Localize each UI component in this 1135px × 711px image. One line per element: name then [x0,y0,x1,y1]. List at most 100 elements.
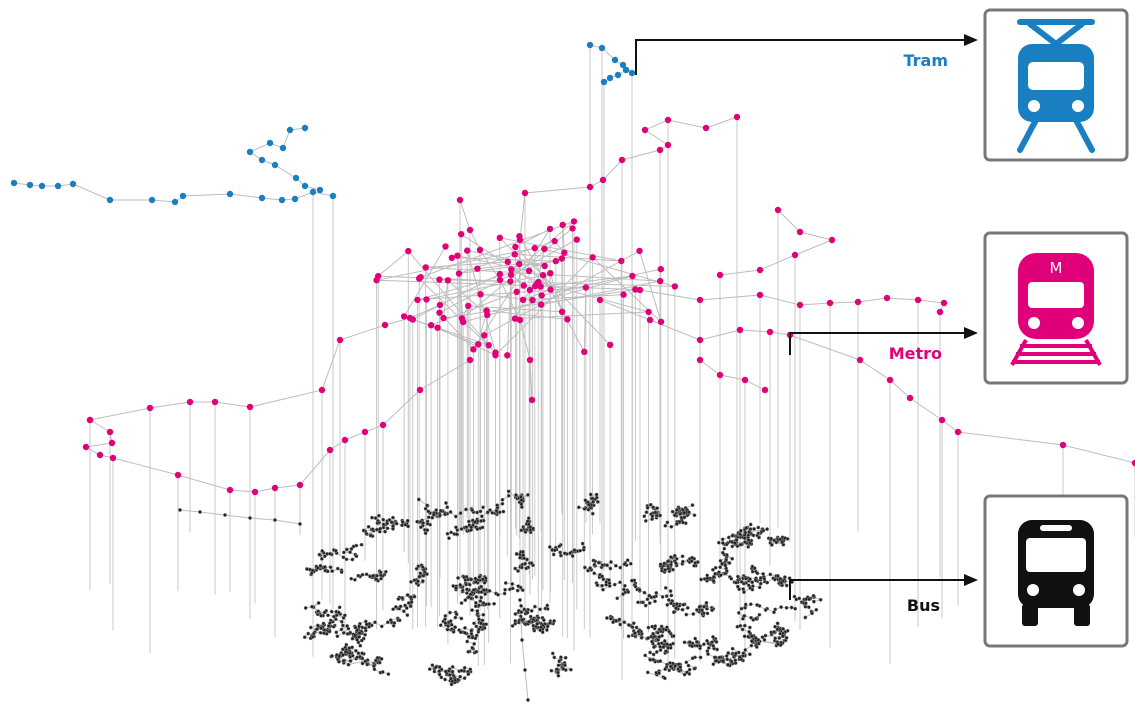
station [481,505,486,510]
station [607,584,612,588]
station [606,74,614,82]
station [335,634,340,639]
station [26,181,34,189]
station [541,618,546,623]
station [674,561,678,566]
station [341,550,346,555]
station [409,579,413,584]
station [487,588,492,593]
station [466,356,474,364]
station [711,578,716,583]
station [516,584,521,589]
station [658,513,663,518]
station [614,619,619,623]
station [490,510,495,515]
station [538,292,545,299]
station [657,671,661,676]
station [516,620,521,625]
station [473,579,478,584]
station [344,557,349,562]
station [479,514,484,519]
station [651,652,656,657]
station [600,583,605,588]
station [644,510,649,515]
station [519,497,524,502]
station [479,519,484,523]
station [404,606,409,611]
station [398,604,403,609]
station [211,398,219,406]
station [547,270,554,277]
station [818,597,823,602]
station [519,603,524,608]
station [660,594,665,599]
station [340,623,345,628]
station [186,398,194,406]
station [678,512,683,516]
station [626,623,631,627]
station [653,510,658,515]
station [716,371,724,379]
station [690,503,695,508]
station [466,519,471,524]
station [496,276,504,284]
station [301,124,309,132]
station [471,588,476,592]
station [730,533,735,538]
station [595,499,600,504]
station [749,634,754,639]
station [377,660,382,665]
station [743,602,748,607]
station [710,567,715,572]
station [474,265,481,272]
station [503,581,508,585]
station [645,670,650,675]
station [467,582,472,587]
station [550,651,555,656]
station [473,576,478,581]
metro-letter: M [1050,259,1063,277]
station [508,266,515,273]
station [726,651,731,655]
station [466,577,471,582]
station [588,492,593,497]
station [591,499,596,504]
station [360,661,365,666]
station [470,346,477,353]
station [702,124,710,132]
station [496,234,503,241]
station [736,326,744,334]
station [636,600,640,605]
station [443,669,448,674]
station [721,659,725,664]
station [740,627,745,632]
station [753,635,758,640]
station [479,584,484,589]
station [690,644,695,649]
station [439,675,444,680]
bus-arrow [789,579,968,600]
station [108,439,116,447]
station [680,554,685,559]
station [463,625,467,630]
station [549,668,554,673]
station [379,656,384,661]
station [756,641,761,646]
station [642,514,647,519]
station [271,161,279,169]
station [706,645,711,650]
station [350,645,355,650]
station [315,623,320,628]
station [354,554,359,559]
station [357,624,362,629]
station [741,651,746,656]
station [335,566,340,571]
station [392,621,397,625]
station [453,514,458,519]
station [740,616,745,621]
station [387,517,392,522]
link [437,250,663,356]
station [586,507,591,512]
station [501,509,506,514]
station [352,577,357,582]
